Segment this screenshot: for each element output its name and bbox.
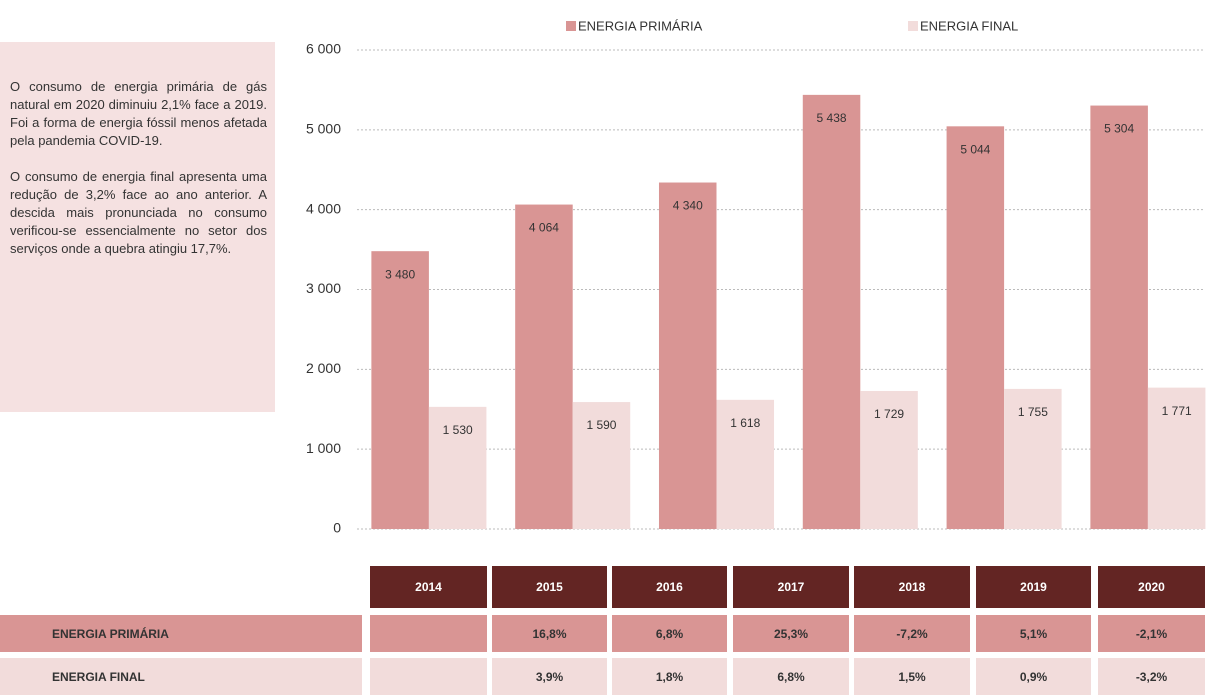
value-label: 1 729 — [874, 407, 904, 421]
bar — [946, 126, 1005, 529]
row-cell: 1,8% — [612, 658, 727, 695]
header-cell: 2020 — [1098, 566, 1205, 608]
header-cell: 2017 — [733, 566, 849, 608]
bar — [572, 402, 631, 529]
row-cell: -2,1% — [1098, 615, 1205, 652]
value-label: 1 590 — [586, 418, 616, 432]
legend-label: ENERGIA FINAL — [920, 18, 1018, 33]
y-tick-label: 0 — [333, 520, 341, 536]
y-tick-label: 1 000 — [306, 440, 341, 456]
bar — [371, 251, 429, 529]
legend-swatch — [566, 21, 576, 31]
note-box: O consumo de energia primária de gás nat… — [0, 42, 275, 412]
row-cell: 0,9% — [976, 658, 1091, 695]
chart: 0 1 000 2 000 3 000 4 000 5 000 6 000 ENERGIA P… — [306, 18, 1206, 536]
bar — [716, 399, 775, 529]
value-label: 4 064 — [529, 221, 559, 235]
y-tick-label: 6 000 — [306, 41, 341, 57]
row-cell: 25,3% — [733, 615, 849, 652]
row-cell: 1,5% — [854, 658, 970, 695]
header-cell: 2014 — [370, 566, 487, 608]
row-label: ENERGIA FINAL — [0, 658, 362, 695]
bar — [1147, 387, 1206, 529]
bar — [1090, 105, 1148, 530]
row-cell: 6,8% — [733, 658, 849, 695]
header-cell: 2015 — [492, 566, 607, 608]
row-cell: 6,8% — [612, 615, 727, 652]
empty-cell — [370, 615, 487, 652]
header-cell: 2018 — [854, 566, 970, 608]
value-label: 1 755 — [1018, 405, 1048, 419]
bar — [860, 390, 918, 529]
row-cell: 16,8% — [492, 615, 607, 652]
bar — [658, 182, 717, 530]
y-tick-label: 2 000 — [306, 360, 341, 376]
value-label: 5 304 — [1104, 122, 1134, 136]
row-label: ENERGIA PRIMÁRIA — [0, 615, 362, 652]
value-label: 1 771 — [1162, 404, 1192, 418]
bar — [1004, 388, 1062, 529]
header-cell: 2016 — [612, 566, 727, 608]
value-label: 5 438 — [817, 111, 847, 125]
row-cell: 3,9% — [492, 658, 607, 695]
value-label: 4 340 — [673, 199, 703, 213]
y-tick-label: 5 000 — [306, 121, 341, 137]
note-paragraph: O consumo de energia final apresenta uma… — [10, 169, 267, 256]
y-tick-label: 4 000 — [306, 200, 341, 216]
value-label: 1 618 — [730, 416, 760, 430]
y-tick-label: 3 000 — [306, 280, 341, 296]
note-paragraph: O consumo de energia primária de gás nat… — [10, 79, 267, 148]
legend-swatch — [908, 21, 918, 31]
legend-label: ENERGIA PRIMÁRIA — [578, 18, 703, 33]
row-cell: -3,2% — [1098, 658, 1205, 695]
value-label: 5 044 — [960, 142, 990, 156]
bar — [802, 94, 861, 529]
row-cell: 5,1% — [976, 615, 1091, 652]
bar — [428, 406, 487, 529]
header-cell: 2019 — [976, 566, 1091, 608]
empty-cell — [370, 658, 487, 695]
bar — [515, 204, 573, 530]
value-label: 3 480 — [385, 267, 415, 281]
row-cell: -7,2% — [854, 615, 970, 652]
value-label: 1 530 — [443, 423, 473, 437]
